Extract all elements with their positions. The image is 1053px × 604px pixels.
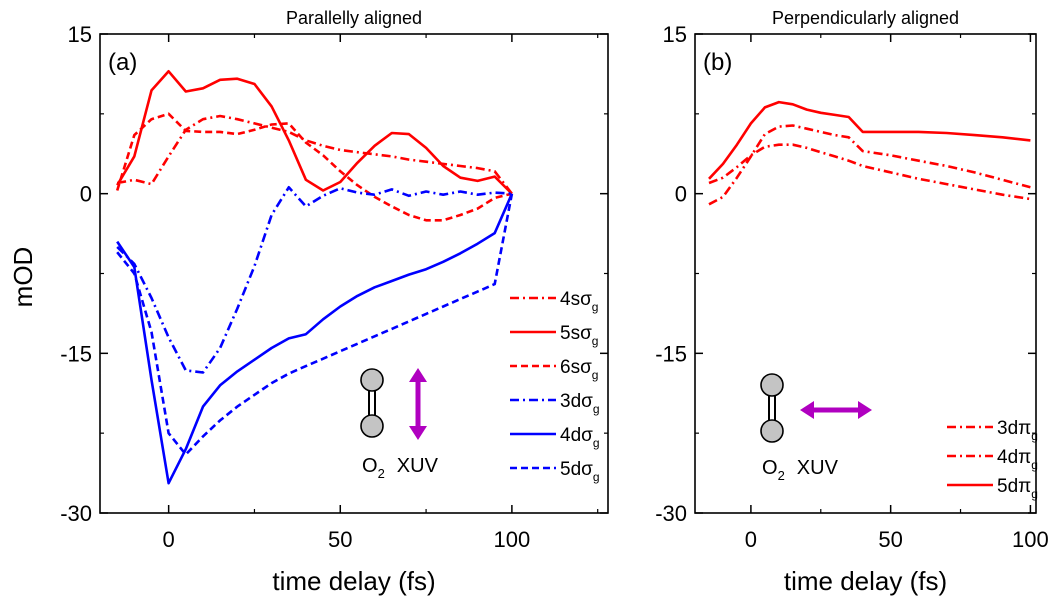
molecule-subscript: 2 xyxy=(778,468,785,483)
series-line-5sg xyxy=(116,70,513,195)
panel-b: Perpendicularly aligned 15 0 -15 -30 0 50 100 ti… xyxy=(655,8,1049,596)
x-tick-label: 100 xyxy=(1012,527,1049,552)
inset-label: O2 XUV xyxy=(762,457,839,483)
molecule-label: O xyxy=(762,457,778,479)
panel-label: (a) xyxy=(108,49,137,76)
legend-label-sub: g xyxy=(1031,429,1038,443)
legend-label: 3dπg xyxy=(997,418,1038,443)
series-line-4dg xyxy=(116,193,514,485)
atom-circle xyxy=(360,368,384,392)
legend-label: 3dσg xyxy=(560,391,600,416)
pulse-label: XUV xyxy=(797,457,839,479)
legend-label-sub: g xyxy=(592,334,599,348)
legend-label-main: 5dπ xyxy=(997,476,1031,497)
legend-label-sub: g xyxy=(592,300,599,314)
y-tick-label: 0 xyxy=(675,182,687,207)
x-tick-label: 0 xyxy=(745,527,757,552)
legend-label-main: 4dσ xyxy=(560,425,593,446)
legend-label-main: 4dπ xyxy=(997,447,1031,468)
legend-label-sub: g xyxy=(1031,458,1038,472)
legend-label-sub: g xyxy=(593,470,600,484)
y-tick-label: 15 xyxy=(68,22,92,47)
series-line-5dg xyxy=(708,100,1031,180)
panel-title: Parallelly aligned xyxy=(286,8,422,28)
y-tick-label: 15 xyxy=(663,22,687,47)
molecule-subscript: 2 xyxy=(378,466,385,481)
pulse-label: XUV xyxy=(397,455,439,477)
legend-label: 4dσg xyxy=(560,425,600,450)
o2-molecule-icon xyxy=(760,373,784,443)
x-axis-label: time delay (fs) xyxy=(272,566,435,596)
atom-circle xyxy=(760,373,784,397)
legend-label-sub: g xyxy=(1031,487,1038,501)
molecule-label: O xyxy=(362,455,378,477)
legend-label-main: 6sσ xyxy=(560,357,592,378)
inset-label: O2 XUV xyxy=(362,455,439,481)
atom-circle xyxy=(760,419,784,443)
arrow-head xyxy=(858,401,872,419)
series-line-3dg xyxy=(116,186,512,374)
atom-circle xyxy=(360,414,384,438)
x-tick-label: 50 xyxy=(328,527,352,552)
legend-label-sub: g xyxy=(593,436,600,450)
legend-label: 5dπg xyxy=(997,476,1038,501)
legend-label-main: 4sσ xyxy=(560,289,592,310)
legend-label-main: 5dσ xyxy=(560,459,593,480)
legend-label: 5dσg xyxy=(560,459,600,484)
y-tick-label: -15 xyxy=(655,341,687,366)
x-tick-label: 100 xyxy=(494,527,531,552)
series-line-5dg xyxy=(116,193,514,456)
x-tick-label: 50 xyxy=(878,527,902,552)
panel-title: Perpendicularly aligned xyxy=(772,8,959,28)
series-line-4sg xyxy=(116,114,513,195)
arrow-head xyxy=(800,401,814,419)
x-tick-label: 0 xyxy=(163,527,175,552)
plot-frame xyxy=(694,33,1037,514)
y-tick-label: -30 xyxy=(60,501,92,526)
polarization-arrow-icon xyxy=(409,368,427,440)
legend-label: 4sσg xyxy=(560,289,598,314)
legend-label-sub: g xyxy=(592,368,599,382)
y-tick-label: -15 xyxy=(60,341,92,366)
y-tick-label: -30 xyxy=(655,501,687,526)
x-axis-label: time delay (fs) xyxy=(784,566,947,596)
series-line-3dg xyxy=(708,143,1031,201)
series-line-4dg xyxy=(708,124,1031,206)
legend-label-main: 5sσ xyxy=(560,323,592,344)
series-line-6sg xyxy=(115,112,513,222)
legend-label: 5sσg xyxy=(560,323,598,348)
panel-label: (b) xyxy=(703,49,732,76)
polarization-arrow-icon xyxy=(800,401,872,419)
y-axis-label: mOD xyxy=(8,247,38,308)
legend-label-main: 3dσ xyxy=(560,391,593,412)
legend-label: 4dπg xyxy=(997,447,1038,472)
arrow-head xyxy=(409,426,427,440)
panel-a: Parallelly aligned 15 0 -15 -30 0 50 100 time de… xyxy=(60,8,609,596)
legend-label-main: 3dπ xyxy=(997,418,1031,439)
arrow-head xyxy=(409,368,427,382)
y-tick-label: 0 xyxy=(80,182,92,207)
o2-molecule-icon xyxy=(360,368,384,438)
legend-label: 6sσg xyxy=(560,357,598,382)
legend-label-sub: g xyxy=(593,402,600,416)
